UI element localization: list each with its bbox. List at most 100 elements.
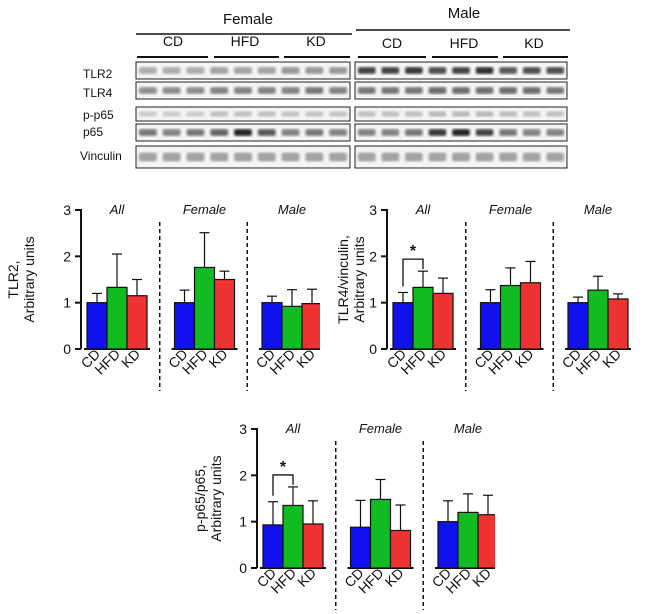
y-axis-label: TLR4/vinculin, bbox=[335, 235, 351, 324]
bar-kd bbox=[389, 529, 412, 569]
blot-band bbox=[546, 111, 564, 117]
blot-row-label-vinculin: Vinculin bbox=[80, 149, 122, 163]
blot-band bbox=[139, 111, 157, 117]
blot-band bbox=[305, 111, 324, 117]
blot-band bbox=[257, 67, 276, 74]
blot-band bbox=[428, 111, 447, 117]
blot-band bbox=[305, 87, 324, 94]
bar-cd bbox=[262, 524, 284, 569]
significance-label: * bbox=[410, 243, 417, 260]
significance-label: * bbox=[280, 459, 287, 476]
bar-kd bbox=[607, 298, 629, 350]
bar-hfd bbox=[193, 266, 216, 350]
blot-band bbox=[546, 67, 564, 74]
blot-band bbox=[281, 67, 300, 74]
blot-band bbox=[428, 67, 447, 74]
y-tick-label: 1 bbox=[63, 295, 71, 311]
blot-band bbox=[475, 129, 494, 136]
blot-band bbox=[381, 111, 400, 117]
blot-band bbox=[210, 129, 229, 136]
blot-band bbox=[281, 152, 300, 162]
group-title: Female bbox=[489, 202, 532, 217]
blot-band bbox=[162, 87, 181, 94]
y-axis-label: Arbitrary units bbox=[21, 236, 37, 322]
blot-band bbox=[405, 111, 423, 117]
blot-band bbox=[381, 129, 400, 136]
blot-band bbox=[452, 87, 470, 94]
bar-cd bbox=[437, 521, 459, 569]
bar-hfd bbox=[412, 286, 434, 350]
blot-band bbox=[210, 111, 229, 117]
bar-kd bbox=[302, 523, 324, 569]
blot-band bbox=[522, 87, 541, 94]
blot-band bbox=[186, 111, 205, 117]
bar-kd bbox=[519, 282, 542, 350]
group-title: Female bbox=[183, 202, 226, 217]
y-tick-label: 0 bbox=[239, 560, 247, 576]
blot-band bbox=[522, 129, 541, 136]
blot-band bbox=[257, 87, 276, 94]
blot-band bbox=[162, 111, 181, 117]
blot-band bbox=[234, 87, 252, 94]
blot-band bbox=[499, 87, 517, 94]
blot-band bbox=[257, 111, 276, 117]
blot-band bbox=[210, 87, 229, 94]
bar-hfd bbox=[587, 289, 609, 350]
bar-cd bbox=[392, 302, 414, 350]
blot-band bbox=[305, 129, 324, 136]
blot-band bbox=[162, 129, 181, 136]
blot-band bbox=[522, 67, 541, 74]
blot-band bbox=[281, 129, 300, 136]
blot-band bbox=[234, 129, 252, 136]
blot-band bbox=[358, 67, 376, 74]
y-axis-label: p-p65/p65, bbox=[192, 465, 208, 532]
blot-band bbox=[452, 152, 470, 162]
blot-band bbox=[234, 67, 252, 74]
blot-band bbox=[305, 67, 324, 74]
blot-band bbox=[452, 111, 470, 117]
blot-band bbox=[234, 111, 252, 117]
blot-diet-female-hfd: HFD bbox=[231, 33, 260, 49]
y-tick-label: 1 bbox=[369, 295, 377, 311]
bar-cd bbox=[479, 302, 502, 350]
blot-band bbox=[257, 129, 276, 136]
blot-band bbox=[358, 87, 376, 94]
blot-band bbox=[329, 152, 347, 162]
blot-band bbox=[210, 67, 229, 74]
blot-band bbox=[428, 129, 447, 136]
blot-band bbox=[381, 87, 400, 94]
blot-band bbox=[522, 111, 541, 117]
bar-cd bbox=[349, 526, 372, 569]
blot-header-male: Male bbox=[448, 5, 481, 22]
bar-cd bbox=[567, 302, 589, 350]
y-tick-label: 0 bbox=[369, 341, 377, 357]
bar-kd bbox=[477, 514, 495, 569]
bar-cd bbox=[86, 302, 108, 350]
blot-band bbox=[405, 67, 423, 74]
blot-header-female: Female bbox=[223, 11, 273, 28]
group-title: Male bbox=[454, 421, 482, 436]
blot-band bbox=[329, 87, 347, 94]
y-tick-label: 3 bbox=[239, 421, 247, 437]
blot-band bbox=[405, 152, 423, 162]
blot-band bbox=[139, 152, 157, 162]
bar-cd bbox=[261, 302, 283, 350]
blot-band bbox=[475, 67, 494, 74]
blot-strips bbox=[135, 61, 568, 169]
blot-band bbox=[475, 111, 494, 117]
blot-band bbox=[162, 67, 181, 74]
y-tick-label: 3 bbox=[369, 202, 377, 218]
blot-band bbox=[139, 129, 157, 136]
blot-band bbox=[162, 152, 181, 162]
bar-hfd bbox=[457, 511, 479, 569]
blot-band bbox=[329, 67, 347, 74]
blot-band bbox=[428, 87, 447, 94]
blot-diet-male-kd: KD bbox=[524, 35, 543, 51]
blot-band bbox=[546, 152, 564, 162]
bar-kd bbox=[126, 295, 148, 350]
blot-band bbox=[452, 67, 470, 74]
blot-band bbox=[475, 152, 494, 162]
